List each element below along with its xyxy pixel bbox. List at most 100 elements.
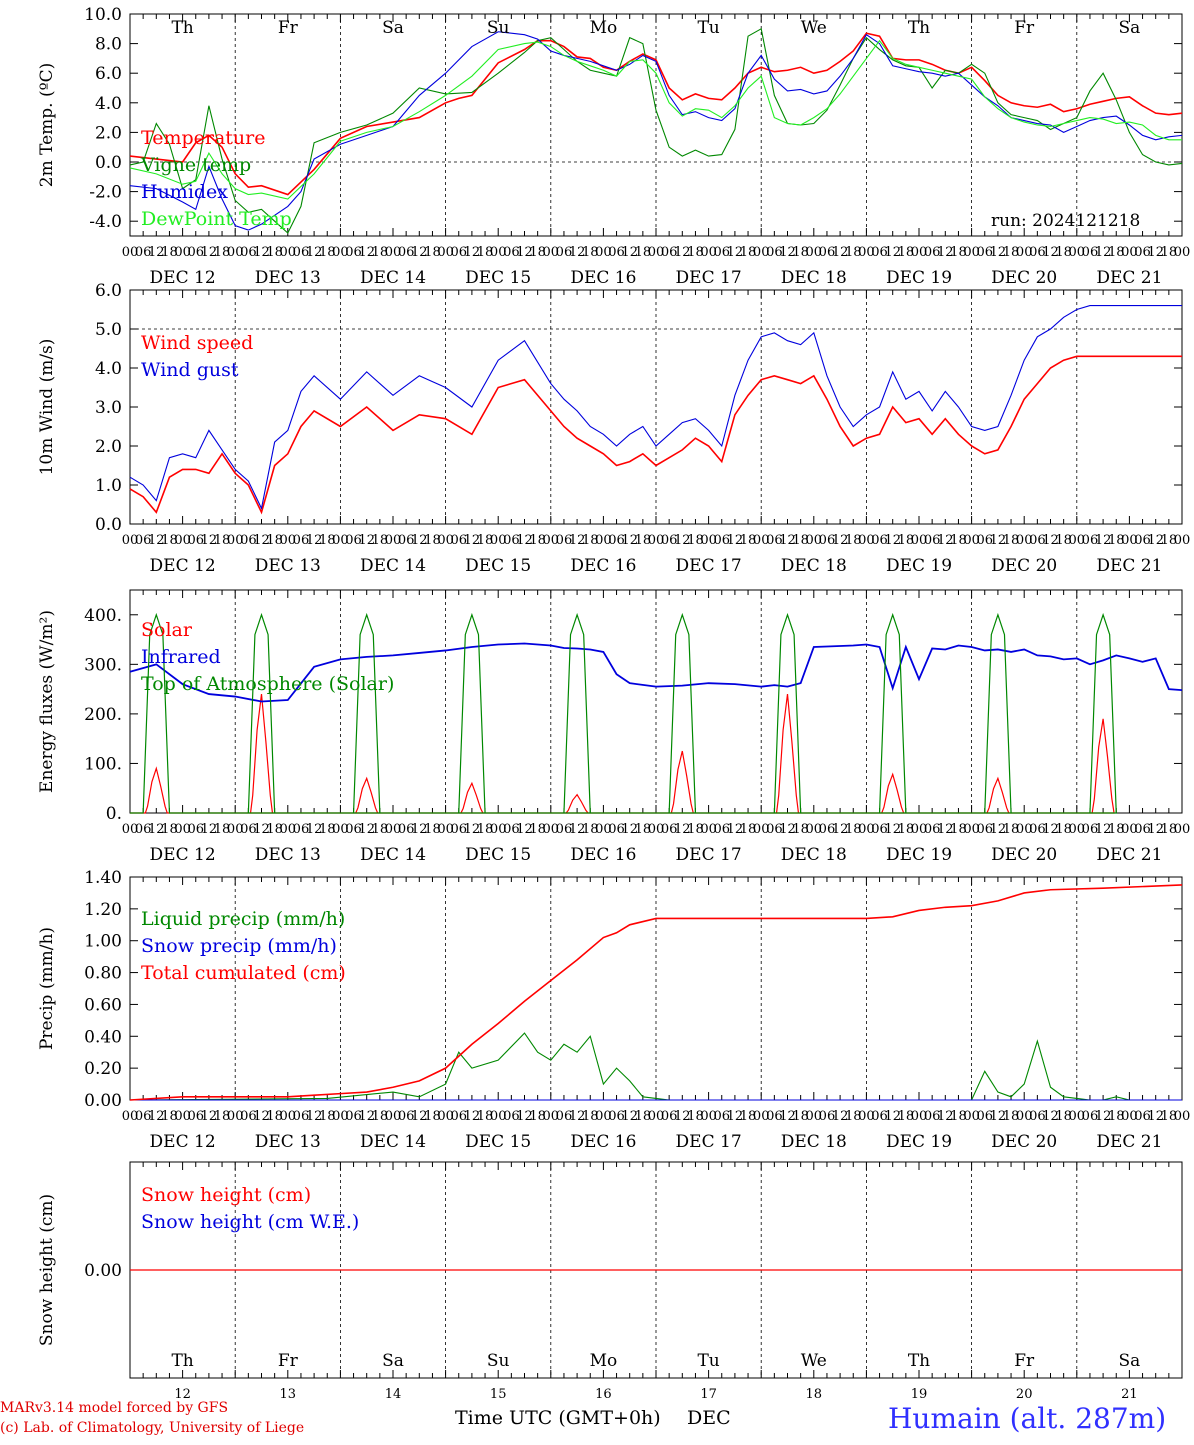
day-number-label: 12	[174, 1387, 191, 1402]
hour-label: 00	[280, 822, 297, 837]
date-label: DEC 19	[886, 268, 952, 288]
hour-label: 18	[740, 245, 757, 260]
day-name-label: We	[801, 1351, 827, 1371]
hour-label: 00	[858, 1109, 875, 1124]
hour-label: 12	[464, 822, 481, 837]
hour-label: 12	[358, 822, 375, 837]
y-tick-label: 200.	[84, 705, 122, 725]
hour-label: 12	[727, 1109, 744, 1124]
date-label: DEC 16	[570, 556, 636, 576]
hour-label: 00	[753, 533, 770, 548]
y-tick-label: 300.	[84, 655, 122, 675]
hour-label: 12	[306, 1109, 323, 1124]
hour-label: 00	[858, 245, 875, 260]
day-name-label: We	[801, 18, 827, 38]
plot-frame	[129, 589, 1183, 814]
hour-label: 12	[253, 533, 270, 548]
date-label: DEC 13	[255, 845, 321, 865]
hour-label: 06	[450, 822, 467, 837]
date-label: DEC 19	[886, 1132, 952, 1152]
hour-label: 06	[1134, 533, 1151, 548]
hour-label: 00	[490, 822, 507, 837]
hour-label: 06	[1029, 1109, 1046, 1124]
panel-3: 400. 300. 200. 100. 0. Energy fluxes (W/m²) 00…	[37, 589, 1190, 865]
station-name: Humain (alt. 287m)	[888, 1402, 1166, 1435]
legend-entry: Humidex	[141, 181, 228, 203]
hour-label: 12	[148, 822, 165, 837]
hour-label: 06	[871, 245, 888, 260]
date-label: DEC 13	[255, 556, 321, 576]
hour-label: 00	[543, 1109, 560, 1124]
hour-label: 00	[437, 533, 454, 548]
hour-label: 12	[884, 533, 901, 548]
hour-label: 18	[477, 1109, 494, 1124]
date-label: DEC 12	[150, 845, 216, 865]
hour-label: 12	[937, 533, 954, 548]
legend-entry: Infrared	[141, 646, 221, 668]
day-name-label: Fr	[1014, 18, 1035, 38]
legend-entry: Top of Atmosphere (Solar)	[141, 673, 394, 695]
hour-label: 18	[898, 1109, 915, 1124]
legend-entry: Wind speed	[141, 332, 253, 354]
hour-label: 00	[385, 822, 402, 837]
hour-label: 18	[372, 822, 389, 837]
date-label: DEC 18	[781, 556, 847, 576]
model-credit: MARv3.14 model forced by GFS	[0, 1400, 228, 1416]
hour-label: 12	[1095, 822, 1112, 837]
hour-label: 12	[569, 533, 586, 548]
hour-label: 06	[345, 533, 362, 548]
hour-label: 06	[1082, 533, 1099, 548]
hour-label: 18	[266, 822, 283, 837]
hour-label: 12	[1042, 1109, 1059, 1124]
y-tick-label: 0.00	[84, 1261, 122, 1281]
hour-label: 12	[464, 1109, 481, 1124]
series-line	[129, 355, 1182, 515]
hour-label: 18	[372, 533, 389, 548]
hour-label: 12	[990, 533, 1007, 548]
hour-label: 12	[253, 245, 270, 260]
hour-label: 00	[911, 822, 928, 837]
hour-label: 18	[424, 533, 441, 548]
hour-label: 18	[319, 533, 336, 548]
hour-label: 18	[161, 1109, 178, 1124]
hour-label: 00	[122, 822, 139, 837]
y-tick-label: 4.0	[95, 359, 122, 379]
hour-label: 06	[608, 1109, 625, 1124]
day-number-label: 21	[1121, 1387, 1138, 1402]
hour-label: 06	[135, 1109, 152, 1124]
hour-label: 12	[832, 533, 849, 548]
panel-5: 0.00 Snow height (cm) Snow height (cm) Snow…	[37, 1161, 1183, 1379]
hour-label: 12	[674, 533, 691, 548]
date-label: DEC 14	[360, 845, 426, 865]
day-number-label: 13	[280, 1387, 297, 1402]
hour-label: 18	[950, 822, 967, 837]
hour-label: 06	[187, 245, 204, 260]
date-label: DEC 21	[1096, 268, 1162, 288]
hour-label: 12	[516, 822, 533, 837]
hour-label: 06	[345, 822, 362, 837]
series-line	[129, 884, 1183, 1101]
hour-label: 06	[608, 822, 625, 837]
hour-label: 00	[1121, 822, 1138, 837]
hour-label: 06	[450, 245, 467, 260]
date-label: DEC 20	[991, 556, 1057, 576]
hour-label: 18	[582, 533, 599, 548]
date-label: DEC 17	[676, 1132, 742, 1152]
date-label: DEC 13	[255, 1132, 321, 1152]
hour-label: 12	[1147, 1109, 1164, 1124]
hour-label: 18	[740, 533, 757, 548]
copyright: (c) Lab. of Climatology, University of L…	[0, 1420, 304, 1436]
hour-label: 18	[635, 1109, 652, 1124]
date-label: DEC 15	[465, 1132, 531, 1152]
date-label: DEC 15	[465, 556, 531, 576]
hour-label: 06	[713, 245, 730, 260]
y-tick-label: 0.40	[84, 1027, 122, 1047]
y-tick-label: 400.	[84, 606, 122, 626]
hour-label: 18	[372, 1109, 389, 1124]
day-number-label: 18	[806, 1387, 823, 1402]
date-label: DEC 20	[991, 268, 1057, 288]
hour-label: 18	[319, 822, 336, 837]
hour-label: 06	[924, 822, 941, 837]
hour-label: 00	[174, 822, 191, 837]
